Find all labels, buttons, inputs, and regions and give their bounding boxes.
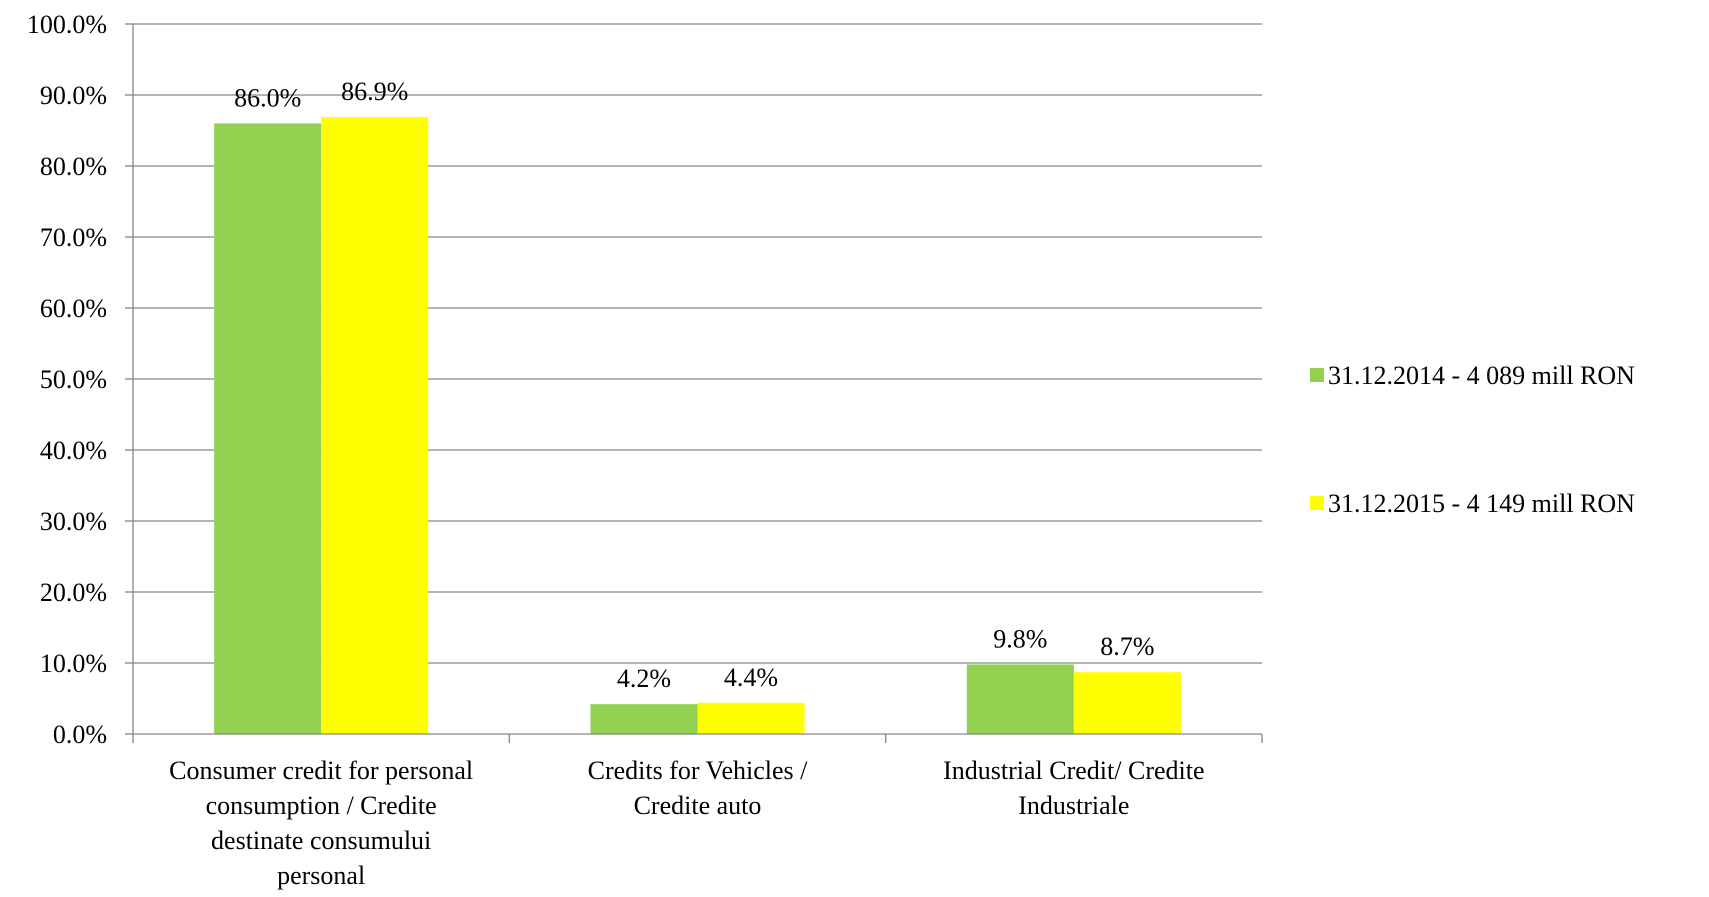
category-label-line: personal: [277, 861, 365, 890]
category-label-line: consumption / Credite: [206, 791, 437, 820]
bar: [697, 702, 805, 734]
category-label-line: Industriale: [1018, 791, 1129, 820]
y-tick-label: 50.0%: [40, 365, 107, 394]
y-tick-label: 10.0%: [40, 649, 107, 678]
data-label: 4.4%: [724, 663, 778, 692]
legend-swatch: [1310, 496, 1324, 510]
legend: 31.12.2014 - 4 089 mill RON 31.12.2015 - …: [1310, 361, 1635, 518]
y-axis: 0.0% 10.0% 20.0% 30.0% 40.0% 50.0% 60.0% 70.0% 8…: [27, 10, 134, 749]
y-tick-label: 80.0%: [40, 152, 107, 181]
y-tick-label: 100.0%: [27, 10, 107, 39]
x-axis: Consumer credit for personal consumption …: [132, 733, 1263, 890]
legend-swatch: [1310, 368, 1324, 382]
bar: [1073, 672, 1181, 734]
y-tick-label: 20.0%: [40, 578, 107, 607]
bars: [214, 117, 1181, 734]
data-label: 86.9%: [341, 77, 408, 106]
y-tick-label: 30.0%: [40, 507, 107, 536]
category-label: Consumer credit for personal consumption …: [169, 756, 473, 890]
legend-label: 31.12.2015 - 4 149 mill RON: [1328, 489, 1635, 518]
category-label-line: Industrial Credit/ Credite: [943, 756, 1204, 785]
data-labels: 86.0% 86.9% 4.2% 4.4% 9.8% 8.7%: [234, 77, 1154, 693]
data-label: 4.2%: [617, 664, 671, 693]
legend-label: 31.12.2014 - 4 089 mill RON: [1328, 361, 1635, 390]
y-tick-label: 0.0%: [53, 720, 107, 749]
category-label: Credits for Vehicles / Credite auto: [588, 756, 809, 820]
data-label: 9.8%: [993, 624, 1047, 653]
y-tick-label: 70.0%: [40, 223, 107, 252]
y-tick-label: 40.0%: [40, 436, 107, 465]
category-label-line: Credits for Vehicles /: [588, 756, 809, 785]
category-label-line: Consumer credit for personal: [169, 756, 473, 785]
bar: [966, 664, 1074, 734]
bar: [590, 704, 698, 734]
data-label: 8.7%: [1100, 632, 1154, 661]
y-tick-label: 90.0%: [40, 81, 107, 110]
bar: [321, 117, 429, 734]
y-tick-label: 60.0%: [40, 294, 107, 323]
category-label-line: destinate consumului: [211, 826, 431, 855]
bar: [214, 123, 322, 734]
category-label-line: Credite auto: [634, 791, 762, 820]
data-label: 86.0%: [234, 83, 301, 112]
category-label: Industrial Credit/ Credite Industriale: [943, 756, 1204, 820]
